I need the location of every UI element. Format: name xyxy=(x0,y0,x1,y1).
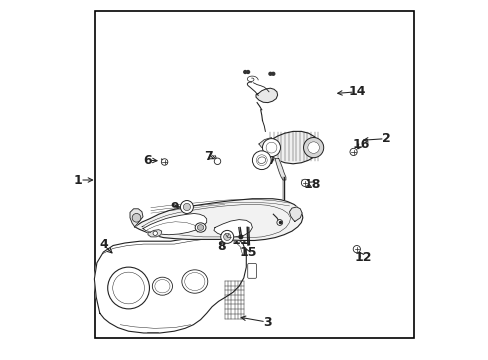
Polygon shape xyxy=(130,209,142,227)
Circle shape xyxy=(243,70,247,74)
Polygon shape xyxy=(148,230,162,237)
Text: 5: 5 xyxy=(156,220,165,233)
Circle shape xyxy=(161,159,167,165)
Ellipse shape xyxy=(197,225,203,230)
Text: 11: 11 xyxy=(231,234,248,247)
Text: 6: 6 xyxy=(142,154,151,167)
Polygon shape xyxy=(275,158,285,180)
Text: 18: 18 xyxy=(303,178,320,191)
Text: 17: 17 xyxy=(259,154,276,167)
Circle shape xyxy=(349,148,356,156)
Polygon shape xyxy=(289,207,302,221)
Polygon shape xyxy=(258,138,271,148)
Text: 13: 13 xyxy=(184,220,202,233)
Circle shape xyxy=(307,142,319,153)
Circle shape xyxy=(352,246,360,253)
Circle shape xyxy=(252,151,270,170)
Circle shape xyxy=(153,231,157,235)
Ellipse shape xyxy=(195,223,205,232)
Polygon shape xyxy=(134,199,302,240)
Polygon shape xyxy=(213,220,252,237)
Circle shape xyxy=(276,220,282,225)
Circle shape xyxy=(245,70,250,74)
Circle shape xyxy=(223,233,230,240)
Circle shape xyxy=(238,234,243,239)
Text: 15: 15 xyxy=(239,246,256,259)
Circle shape xyxy=(301,179,308,186)
Text: 7: 7 xyxy=(203,150,212,163)
Bar xyxy=(95,11,413,338)
Circle shape xyxy=(183,203,190,211)
Text: 10: 10 xyxy=(270,221,288,234)
Text: 3: 3 xyxy=(263,316,272,329)
Text: 9: 9 xyxy=(170,201,178,213)
Text: 4: 4 xyxy=(99,238,107,251)
Text: 8: 8 xyxy=(216,240,225,253)
FancyBboxPatch shape xyxy=(247,264,256,278)
Circle shape xyxy=(303,138,323,158)
Text: 2: 2 xyxy=(382,132,390,145)
Circle shape xyxy=(214,158,220,165)
Circle shape xyxy=(180,201,193,213)
Circle shape xyxy=(262,139,280,157)
Circle shape xyxy=(270,72,275,76)
Polygon shape xyxy=(256,88,277,103)
Text: 12: 12 xyxy=(354,251,371,264)
Circle shape xyxy=(132,213,141,222)
Polygon shape xyxy=(266,131,319,164)
Text: 1: 1 xyxy=(74,174,82,186)
Polygon shape xyxy=(142,213,206,235)
Circle shape xyxy=(268,72,272,76)
Text: 14: 14 xyxy=(347,85,365,98)
Text: 16: 16 xyxy=(352,138,369,150)
Circle shape xyxy=(220,230,233,243)
Polygon shape xyxy=(94,236,246,333)
